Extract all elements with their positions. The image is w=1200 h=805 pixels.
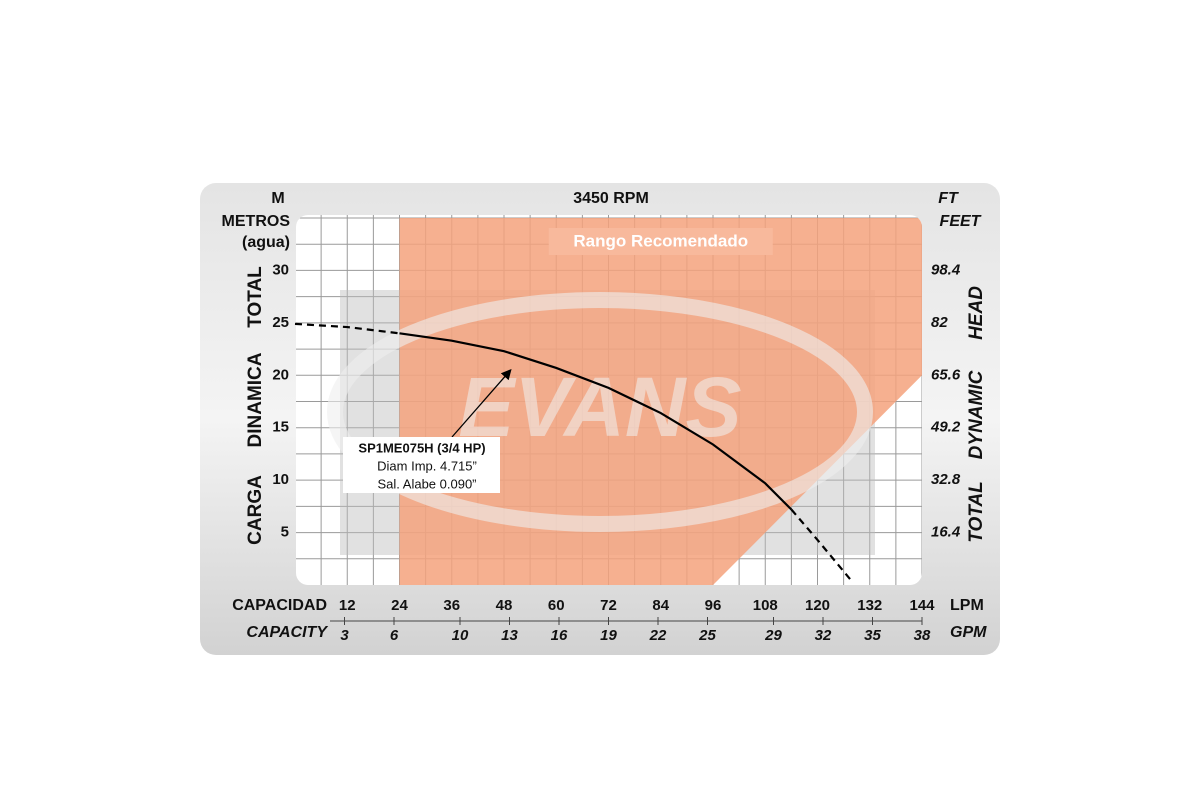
y2-label-top: FEET	[940, 213, 982, 230]
y-unit: M	[271, 190, 284, 207]
x2-tick-label: 16	[551, 627, 568, 644]
y2-tick-label: 49.2	[930, 419, 961, 436]
y-label-word: CARGA	[245, 475, 266, 545]
x2-tick-label: 19	[600, 627, 617, 644]
x2-tick-label: 13	[501, 627, 518, 644]
y-tick-label: 30	[272, 261, 289, 278]
x-label: CAPACIDAD	[232, 597, 327, 614]
x2-tick-label: 35	[864, 627, 881, 644]
y2-tick-label: 82	[931, 314, 948, 331]
annotation-text: Diam Imp. 4.715”	[377, 458, 477, 473]
x-tick-label: 24	[391, 597, 408, 614]
y2-tick-label: 32.8	[931, 471, 961, 488]
annotation-arrow	[451, 368, 512, 438]
x2-tick-label: 10	[452, 627, 469, 644]
range-label-bg	[548, 228, 773, 255]
x-tick-label: 84	[652, 597, 669, 614]
overlay: Rango Recomendado 5 10 15 20 25 30 16.4 32.8 49.2…	[272, 228, 961, 644]
x2-unit: GPM	[950, 624, 987, 641]
x2-tick-label: 38	[914, 627, 931, 644]
y2-tick-label: 16.4	[931, 524, 961, 541]
pump-curve	[294, 322, 400, 335]
x2-tick-label: 29	[764, 627, 782, 644]
y-label-sub: (agua)	[242, 234, 290, 251]
x-tick-label: 60	[548, 597, 565, 614]
watermark: EVANS	[458, 360, 741, 454]
y2-tick-label: 65.6	[931, 366, 961, 383]
y2-label-word: HEAD	[966, 286, 987, 340]
x2-tick-label: 32	[815, 627, 832, 644]
x-unit: LPM	[950, 597, 984, 614]
y2-label-word: TOTAL	[966, 481, 987, 543]
x2-tick-label: 25	[698, 627, 716, 644]
y-label-top: METROS	[222, 213, 291, 230]
plot: EVANS	[296, 215, 922, 585]
x2-tick-label: 6	[390, 627, 399, 644]
x2-tick-label: 22	[649, 627, 667, 644]
x-tick-label: 144	[909, 597, 935, 614]
y2-tick-label: 98.4	[931, 261, 961, 278]
y-tick-label: 5	[281, 524, 289, 541]
y-label-word: DINAMICA	[245, 352, 266, 447]
pump-curve	[399, 332, 793, 511]
x-tick-label: 120	[805, 597, 830, 614]
x-tick-label: 108	[753, 597, 778, 614]
annotation-box	[343, 437, 500, 493]
x-tick-label: 72	[600, 597, 617, 614]
x-tick-label: 36	[443, 597, 460, 614]
y2-label-word: DYNAMIC	[966, 370, 987, 459]
y-tick-label: 20	[272, 366, 289, 383]
y-tick-label: 25	[272, 314, 289, 331]
x-tick-label: 48	[496, 597, 513, 614]
y-tick-label: 10	[272, 471, 289, 488]
range-label: Rango Recomendado	[573, 231, 748, 250]
x-tick-label: 132	[857, 597, 882, 614]
chart-title: 3450 RPM	[573, 190, 649, 207]
x-tick-label: 96	[705, 597, 722, 614]
x2-tick-label: 3	[340, 627, 349, 644]
y2-unit: FT	[938, 190, 959, 207]
pump-curve	[790, 508, 854, 583]
annotation-text: SP1ME075H (3/4 HP)	[358, 440, 485, 455]
annotation-text: Sal. Alabe 0.090”	[377, 476, 476, 491]
x-tick-label: 12	[339, 597, 356, 614]
y-tick-label: 15	[272, 419, 289, 436]
y-label-word: TOTAL	[245, 266, 266, 328]
x2-label: CAPACITY	[246, 624, 328, 641]
watermark-ring	[327, 292, 873, 532]
